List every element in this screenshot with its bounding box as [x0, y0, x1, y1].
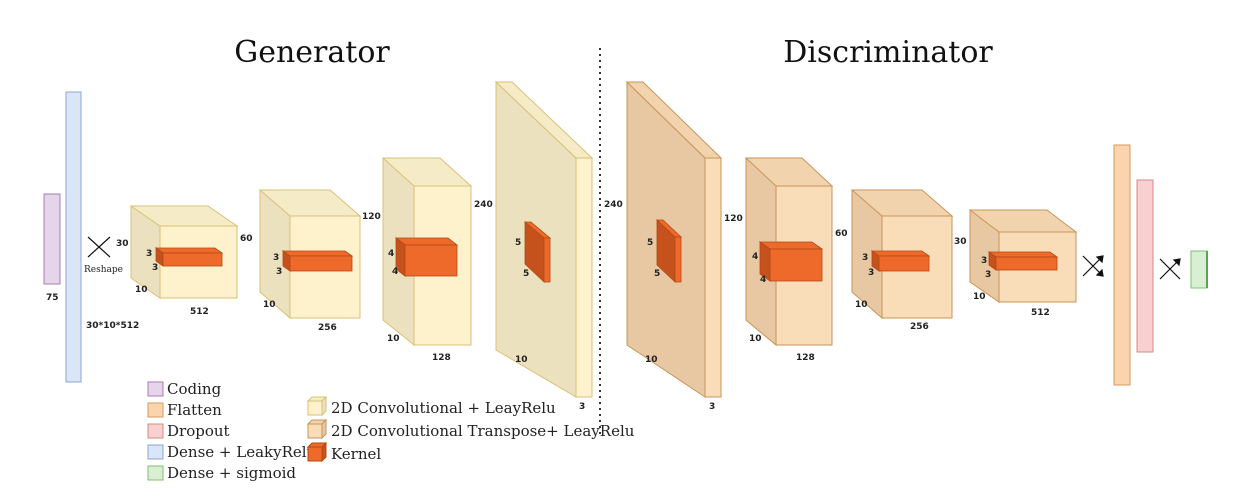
- d3-depth-dim: 256: [910, 322, 929, 332]
- g3-top-dim: 240: [474, 200, 493, 210]
- g4-bottom-dim: 10: [515, 355, 528, 365]
- discriminator-conv-block-2: [744, 157, 834, 347]
- coding-layer: [43, 193, 61, 285]
- d4-depth-dim: 512: [1031, 308, 1050, 318]
- legend-swatch-kernel: [306, 441, 328, 463]
- g1-kernel-dim-1: 3: [146, 249, 152, 259]
- g2-bottom-dim: 10: [263, 300, 276, 310]
- legend-swatch-conv: [306, 395, 328, 417]
- discriminator-conv-block-1: [625, 80, 723, 398]
- g1-kernel-dim-2: 3: [152, 263, 158, 273]
- dense-dim-label: 30*10*512: [86, 321, 139, 331]
- d1-left-dim: 240: [604, 200, 623, 210]
- legend-label-conv: 2D Convolutional + LeayRelu: [331, 399, 556, 417]
- g1-depth-dim: 512: [190, 307, 209, 317]
- generator-conv-block-2: [258, 189, 362, 320]
- g3-bottom-dim: 10: [387, 334, 400, 344]
- g3-kernel-dim-1: 4: [388, 249, 394, 259]
- g1-right-dim: 60: [240, 234, 253, 244]
- g1-top-dim: 30: [116, 239, 129, 249]
- g1-bottom-dim: 10: [135, 285, 148, 295]
- legend-swatch-dense-leaky: [147, 444, 164, 460]
- legend-label-dense-sigmoid: Dense + sigmoid: [167, 464, 296, 482]
- generator-conv-block-4: [494, 80, 594, 398]
- d3-top-dim: 30: [954, 237, 967, 247]
- d4-kernel-dim-2: 3: [985, 270, 991, 280]
- d1-kernel-dim-2: 5: [654, 269, 660, 279]
- reshape-cross-icon: [87, 236, 111, 258]
- d2-bottom-dim: 10: [749, 334, 762, 344]
- g4-kernel-dim-2: 5: [523, 269, 529, 279]
- dropout-layer: [1136, 179, 1154, 353]
- legend-label-flatten: Flatten: [167, 401, 222, 419]
- g3-kernel-dim-2: 4: [392, 267, 398, 277]
- d4-kernel-dim-1: 3: [981, 256, 987, 266]
- d2-kernel-dim-2: 4: [760, 275, 766, 285]
- d3-kernel-dim-1: 3: [862, 253, 868, 263]
- legend-swatch-dense-sigmoid: [147, 465, 164, 481]
- g4-kernel-dim-1: 5: [515, 238, 521, 248]
- generator-title: Generator: [234, 35, 390, 70]
- coding-dim-label: 75: [46, 293, 59, 303]
- d4-bottom-dim: 10: [973, 292, 986, 302]
- d3-bottom-dim: 10: [855, 300, 868, 310]
- d1-kernel-dim-1: 5: [647, 238, 653, 248]
- legend-label-coding: Coding: [167, 380, 222, 398]
- d2-kernel-dim-1: 4: [752, 252, 758, 262]
- flatten-layer: [1113, 144, 1131, 386]
- generator-conv-block-3: [381, 157, 473, 347]
- g4-depth-dim: 3: [579, 402, 585, 412]
- legend-label-kernel: Kernel: [331, 445, 381, 463]
- g2-kernel-dim-1: 3: [273, 253, 279, 263]
- legend: Coding Flatten Dropout Dense + LeakyRelu…: [147, 380, 635, 482]
- g2-kernel-dim-2: 3: [276, 267, 282, 277]
- d1-bottom-dim: 10: [645, 355, 658, 365]
- d3-kernel-dim-2: 3: [868, 268, 874, 278]
- output-cross-icon: [1159, 258, 1181, 280]
- d2-top-dim: 60: [835, 229, 848, 239]
- d1-top-dim: 120: [724, 214, 743, 224]
- d2-depth-dim: 128: [796, 353, 815, 363]
- legend-swatch-coding: [147, 381, 164, 397]
- discriminator-title: Discriminator: [783, 35, 993, 70]
- legend-label-dropout: Dropout: [167, 422, 230, 440]
- sigmoid-output-layer: [1190, 250, 1208, 289]
- g2-depth-dim: 256: [318, 323, 337, 333]
- legend-label-dense-leaky: Dense + LeakyRelu: [167, 443, 317, 461]
- legend-label-conv-transpose: 2D Convolutional Transpose+ LeayRelu: [331, 422, 635, 440]
- discriminator-conv-block-4: [968, 209, 1078, 303]
- reshape-label: Reshape: [84, 265, 123, 275]
- discriminator-conv-block-3: [850, 189, 954, 320]
- generator-conv-block-1: [129, 205, 239, 299]
- d1-depth-dim: 3: [709, 402, 715, 412]
- legend-swatch-dropout: [147, 423, 164, 439]
- legend-swatch-flatten: [147, 402, 164, 418]
- dense-layer: [65, 91, 82, 383]
- g2-top-dim: 120: [362, 212, 381, 222]
- flatten-cross-icon: [1082, 255, 1104, 277]
- g3-depth-dim: 128: [432, 353, 451, 363]
- legend-swatch-conv-transpose: [306, 418, 328, 440]
